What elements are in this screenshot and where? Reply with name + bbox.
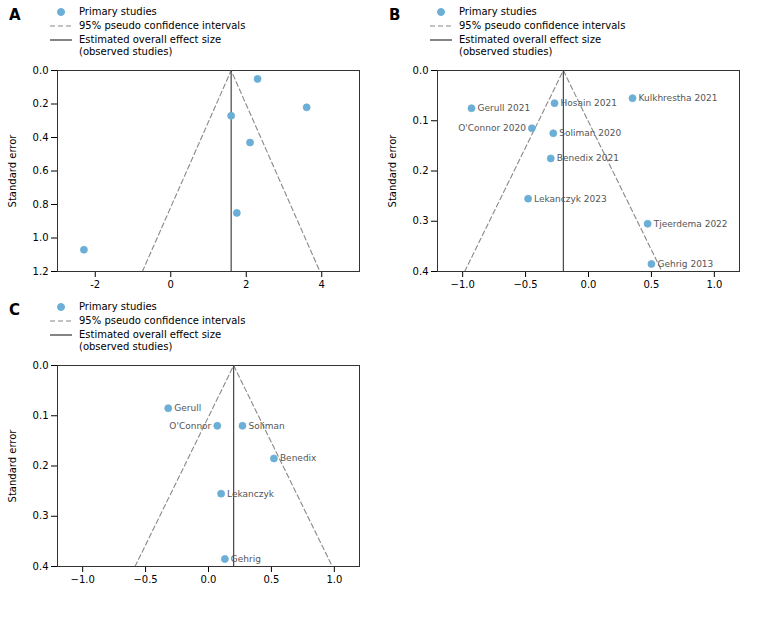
svg-text:−0.5: −0.5 [513,279,537,290]
svg-text:Tjeerdema 2022: Tjeerdema 2022 [653,219,728,229]
svg-text:0.4: 0.4 [33,561,49,572]
svg-text:Gerull 2021: Gerull 2021 [477,103,530,113]
svg-text:Lekanczyk: Lekanczyk [227,489,275,499]
svg-text:Standard error: Standard error [7,134,18,208]
svg-text:Gehrig: Gehrig [231,554,261,564]
html-text:B: B [389,6,401,24]
svg-text:0.0: 0.0 [33,65,49,76]
svg-text:Hosain 2021: Hosain 2021 [561,98,617,108]
svg-text:−1.0: −1.0 [71,574,95,585]
svg-text:Standard error: Standard error [387,134,398,208]
svg-text:0.3: 0.3 [413,215,429,226]
svg-text:0.8: 0.8 [33,199,49,210]
svg-text:1.0: 1.0 [33,232,49,243]
svg-text:0.0: 0.0 [201,574,217,585]
html-text:95% pseudo confidence interval: 95% pseudo confidence intervals [79,20,246,31]
svg-text:0.6: 0.6 [33,165,49,176]
svg-text:Soliman: Soliman [248,421,284,431]
html-text:A: A [9,6,21,24]
html-text:Primary studies: Primary studies [459,6,537,17]
svg-text:1.0: 1.0 [706,279,722,290]
html-text:Estimated overall effect size: Estimated overall effect size (observed … [459,34,601,57]
html-text:95% pseudo confidence interval: 95% pseudo confidence intervals [459,20,626,31]
svg-text:0.5: 0.5 [263,574,279,585]
svg-text:-2: -2 [90,279,100,290]
svg-text:Soliman 2020: Soliman 2020 [559,128,621,138]
svg-text:0.2: 0.2 [413,165,429,176]
svg-text:Gerull: Gerull [174,403,201,413]
svg-text:Benedix: Benedix [280,453,317,463]
svg-text:0.5: 0.5 [643,279,659,290]
svg-text:0.3: 0.3 [33,510,49,521]
svg-text:2: 2 [243,279,249,290]
html-text:Primary studies: Primary studies [79,301,157,312]
html-text:C: C [9,301,20,319]
svg-text:Kulkhrestha 2021: Kulkhrestha 2021 [639,93,718,103]
svg-text:0.1: 0.1 [33,410,49,421]
svg-text:0: 0 [168,279,174,290]
svg-text:0.0: 0.0 [33,360,49,371]
svg-text:−0.5: −0.5 [133,574,157,585]
svg-text:0.2: 0.2 [33,98,49,109]
svg-text:Gehrig 2013: Gehrig 2013 [657,259,713,269]
svg-text:0.0: 0.0 [581,279,597,290]
svg-text:O'Connor: O'Connor [169,421,211,431]
svg-text:O'Connor 2020: O'Connor 2020 [458,123,526,133]
svg-text:Benedix 2021: Benedix 2021 [557,153,619,163]
svg-text:Standard error: Standard error [7,429,18,503]
svg-text:1.2: 1.2 [33,266,49,277]
svg-text:0.1: 0.1 [413,115,429,126]
svg-text:0.0: 0.0 [413,65,429,76]
svg-text:−1.0: −1.0 [451,279,475,290]
html-text:Primary studies: Primary studies [79,6,157,17]
html-text:Estimated overall effect size: Estimated overall effect size (observed … [79,329,221,352]
html-text:Estimated overall effect size: Estimated overall effect size (observed … [79,34,221,57]
svg-text:1.0: 1.0 [326,574,342,585]
svg-text:0.2: 0.2 [33,460,49,471]
html-text:95% pseudo confidence interval: 95% pseudo confidence intervals [79,315,246,326]
svg-text:Lekanczyk 2023: Lekanczyk 2023 [534,194,607,204]
svg-text:4: 4 [319,279,325,290]
svg-text:0.4: 0.4 [413,266,429,277]
svg-text:0.4: 0.4 [33,132,49,143]
